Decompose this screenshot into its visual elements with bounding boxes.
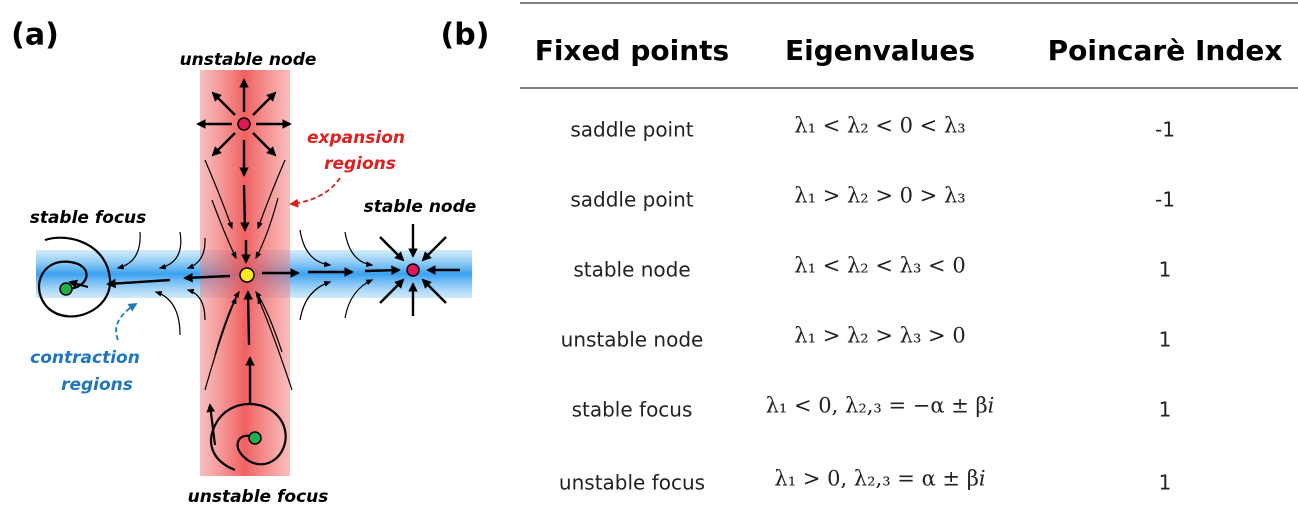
expansion-pointer <box>291 178 340 204</box>
phase-diagram: (a) unstable node expansion regions stab… <box>11 18 476 508</box>
table-cell: λ₁ > λ₂ > λ₃ > 0 <box>794 324 965 348</box>
panel-label: (b) <box>441 18 490 53</box>
table-cell: stable focus <box>572 398 693 422</box>
table-cell: 1 <box>1159 328 1172 352</box>
table-cell: 1 <box>1159 471 1172 495</box>
panel-label: (a) <box>11 18 59 53</box>
table-cell: saddle point <box>570 118 693 142</box>
label: unstable focus <box>188 487 329 507</box>
column-header: Eigenvalues <box>785 34 975 67</box>
figure: (a) unstable node expansion regions stab… <box>0 0 1298 511</box>
label: stable node <box>364 197 477 217</box>
contraction-pointer <box>116 304 136 340</box>
table-cell: 1 <box>1159 258 1172 282</box>
table-cell: 1 <box>1159 398 1172 422</box>
table-cell: λ₁ < 0, λ₂,₃ = −α ± β𝑖 <box>766 394 995 418</box>
table-cell: stable node <box>573 258 690 282</box>
table-cell: λ₁ < λ₂ < 0 < λ₃ <box>794 114 965 138</box>
table-cell: λ₁ > 0, λ₂,₃ = α ± β𝑖 <box>774 467 985 491</box>
stable-node-point <box>407 264 419 276</box>
table: (b) Fixed points Eigenvalues Poincarè Inde… <box>441 3 1298 495</box>
table-cell: λ₁ > λ₂ > 0 > λ₃ <box>794 184 965 208</box>
label: unstable node <box>180 50 317 70</box>
table-cell: λ₁ < λ₂ < λ₃ < 0 <box>794 254 965 278</box>
label: regions <box>324 154 396 174</box>
saddle-point <box>240 268 254 282</box>
label: expansion <box>307 128 405 148</box>
label: stable focus <box>30 208 147 228</box>
table-cell: -1 <box>1155 188 1175 212</box>
table-cell: unstable focus <box>559 471 705 495</box>
label: contraction <box>30 348 140 368</box>
label: regions <box>61 375 133 395</box>
table-cell: saddle point <box>570 188 693 212</box>
unstable-node-point <box>238 118 250 130</box>
unstable-focus-point <box>249 432 261 444</box>
table-cell: -1 <box>1155 118 1175 142</box>
stable-focus-point <box>60 283 72 295</box>
table-cell: unstable node <box>561 328 704 352</box>
column-header: Fixed points <box>535 34 729 67</box>
column-header: Poincarè Index <box>1048 34 1283 67</box>
